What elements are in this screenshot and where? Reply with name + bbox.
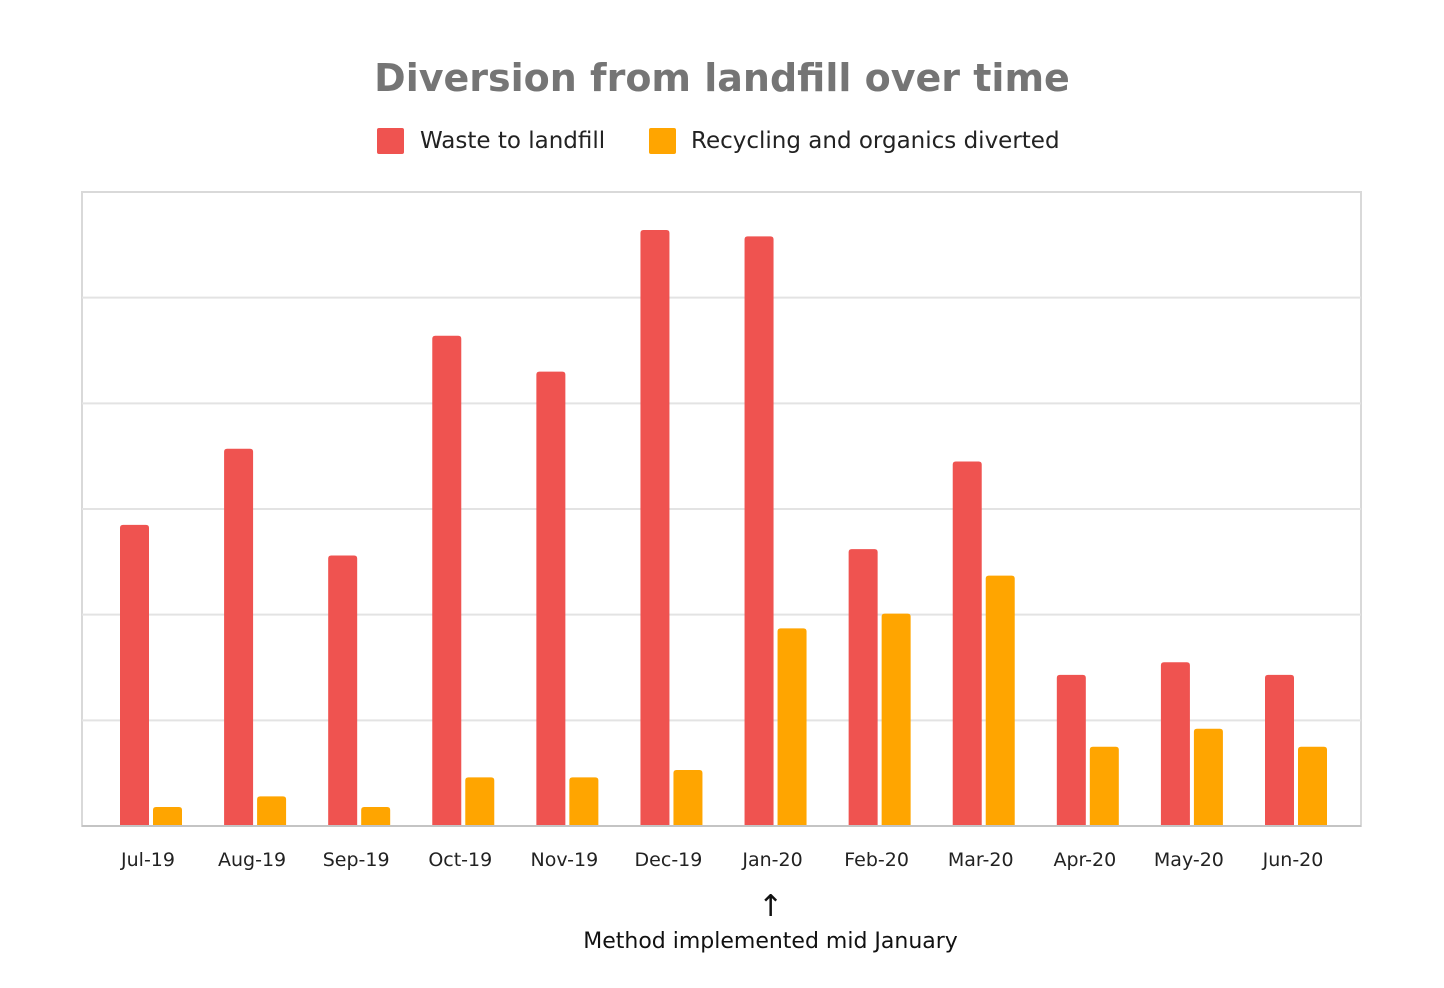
chart-title: Diversion from landfill over time <box>374 56 1070 100</box>
x-tick-jun-20: Jun-20 <box>1262 849 1324 871</box>
bar-waste-jan-20 <box>744 236 774 826</box>
bar-waste-nov-19 <box>536 371 566 826</box>
bar-recycling-sep-19 <box>361 806 391 826</box>
bar-waste-jun-20 <box>1265 674 1294 826</box>
bar-recycling-aug-19 <box>257 796 287 826</box>
gridlines <box>82 296 1361 722</box>
x-tick-dec-19: Dec-19 <box>635 849 703 871</box>
bar-waste-feb-20 <box>848 549 878 826</box>
bar-waste-mar-20 <box>952 461 982 826</box>
legend-label-recycling-and-organics: Recycling and organics diverted <box>691 128 1060 154</box>
x-tick-oct-19: Oct-19 <box>428 849 492 871</box>
legend-swatch-waste-to-landfill <box>377 128 404 154</box>
bar-recycling-jan-20 <box>777 628 807 826</box>
bar-waste-may-20 <box>1160 662 1190 826</box>
annotation-arrow: ↑ <box>758 889 783 924</box>
bar-recycling-jun-20 <box>1298 746 1327 826</box>
bar-waste-aug-19 <box>224 448 254 826</box>
bar-waste-oct-19 <box>432 335 462 826</box>
bar-recycling-apr-20 <box>1089 746 1119 826</box>
x-tick-jul-19: Jul-19 <box>120 849 175 871</box>
annotation: ↑ Method implemented mid January <box>583 889 958 954</box>
legend-swatch-recycling-and-organics <box>649 128 676 154</box>
bar-waste-jul-19 <box>120 524 149 826</box>
legend-label-waste-to-landfill: Waste to landfill <box>420 128 605 154</box>
bar-recycling-dec-19 <box>673 769 703 826</box>
annotation-text: Method implemented mid January <box>583 929 958 954</box>
bar-waste-sep-19 <box>328 555 358 826</box>
bar-recycling-may-20 <box>1193 728 1223 826</box>
bar-waste-apr-20 <box>1056 674 1086 826</box>
x-tick-aug-19: Aug-19 <box>218 849 286 871</box>
bar-recycling-feb-20 <box>881 613 911 826</box>
plot-area <box>81 191 1362 827</box>
bars <box>120 230 1327 827</box>
x-tick-feb-20: Feb-20 <box>844 849 909 871</box>
x-tick-jan-20: Jan-20 <box>741 849 802 871</box>
bar-recycling-jul-19 <box>153 806 182 826</box>
bar-recycling-nov-19 <box>569 777 599 826</box>
bar-recycling-oct-19 <box>465 777 495 826</box>
x-tick-may-20: May-20 <box>1154 849 1224 871</box>
legend: Waste to landfill Recycling and organics… <box>377 128 1060 154</box>
x-tick-nov-19: Nov-19 <box>531 849 599 871</box>
x-tick-mar-20: Mar-20 <box>948 849 1014 871</box>
x-axis-tick-labels: Jul-19 Aug-19 Sep-19 Oct-19 Nov-19 Dec-19 Jan-… <box>120 849 1323 871</box>
x-tick-sep-19: Sep-19 <box>323 849 390 871</box>
bar-waste-dec-19 <box>640 230 670 827</box>
x-tick-apr-20: Apr-20 <box>1053 849 1116 871</box>
bar-recycling-mar-20 <box>985 575 1015 826</box>
